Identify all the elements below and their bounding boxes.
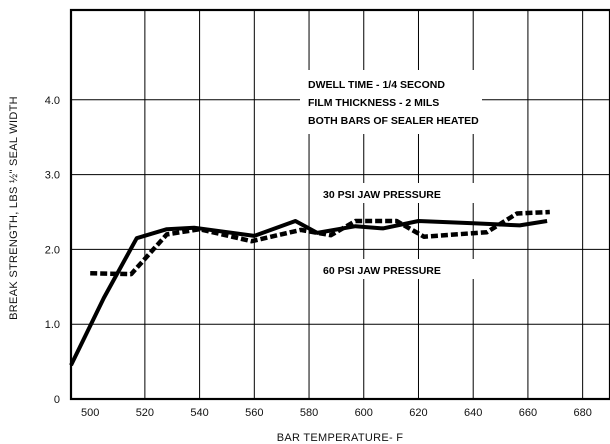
y-tick-label: 2.0 xyxy=(45,244,60,256)
series-label-30-psi-bg xyxy=(318,183,478,203)
x-axis-title: BAR TEMPERATURE- F xyxy=(277,432,404,444)
series-lines xyxy=(69,209,550,367)
x-tick-label: 600 xyxy=(355,407,373,419)
x-tick-label: 580 xyxy=(300,407,318,419)
series-line-30-psi xyxy=(69,219,548,367)
y-tick-label: 0 xyxy=(54,394,60,406)
y-tick-labels: 0 1.0 2.0 3.0 4.0 xyxy=(45,95,60,406)
annotation-sealer-heated: BOTH BARS OF SEALER HEATED xyxy=(308,115,479,127)
x-tick-label: 620 xyxy=(409,407,427,419)
y-tick-label: 4.0 xyxy=(45,95,60,107)
annotation-dwell-time: DWELL TIME - 1/4 SECOND xyxy=(308,79,445,91)
y-tick-label: 3.0 xyxy=(45,170,60,182)
annotation-box-bg xyxy=(300,70,482,134)
series-label-60-psi-text: 60 PSI JAW PRESSURE xyxy=(323,265,441,277)
x-tick-label: 560 xyxy=(245,407,263,419)
series-label-60-psi: 60 PSI JAW PRESSURE xyxy=(318,259,478,279)
x-tick-label: 640 xyxy=(464,407,482,419)
y-axis-title: BREAK STRENGTH, LBS ½" SEAL WIDTH xyxy=(8,96,20,320)
x-tick-label: 660 xyxy=(519,407,537,419)
plot-frame xyxy=(69,8,610,401)
grid-lines xyxy=(71,10,610,399)
x-tick-label: 520 xyxy=(136,407,154,419)
x-tick-label: 500 xyxy=(81,407,99,419)
series-label-30-psi: 30 PSI JAW PRESSURE xyxy=(318,183,478,203)
series-line-60-psi xyxy=(90,209,550,277)
y-tick-label: 1.0 xyxy=(45,319,60,331)
series-label-30-psi-text: 30 PSI JAW PRESSURE xyxy=(323,189,441,201)
x-tick-label: 680 xyxy=(573,407,591,419)
series-label-60-psi-bg xyxy=(318,259,478,279)
annotation-box: DWELL TIME - 1/4 SECOND FILM THICKNESS -… xyxy=(300,70,482,134)
x-tick-label: 540 xyxy=(190,407,208,419)
x-tick-labels: 500 520 540 560 580 600 620 640 660 680 xyxy=(81,407,592,419)
annotation-film-thickness: FILM THICKNESS - 2 MILS xyxy=(308,97,439,109)
